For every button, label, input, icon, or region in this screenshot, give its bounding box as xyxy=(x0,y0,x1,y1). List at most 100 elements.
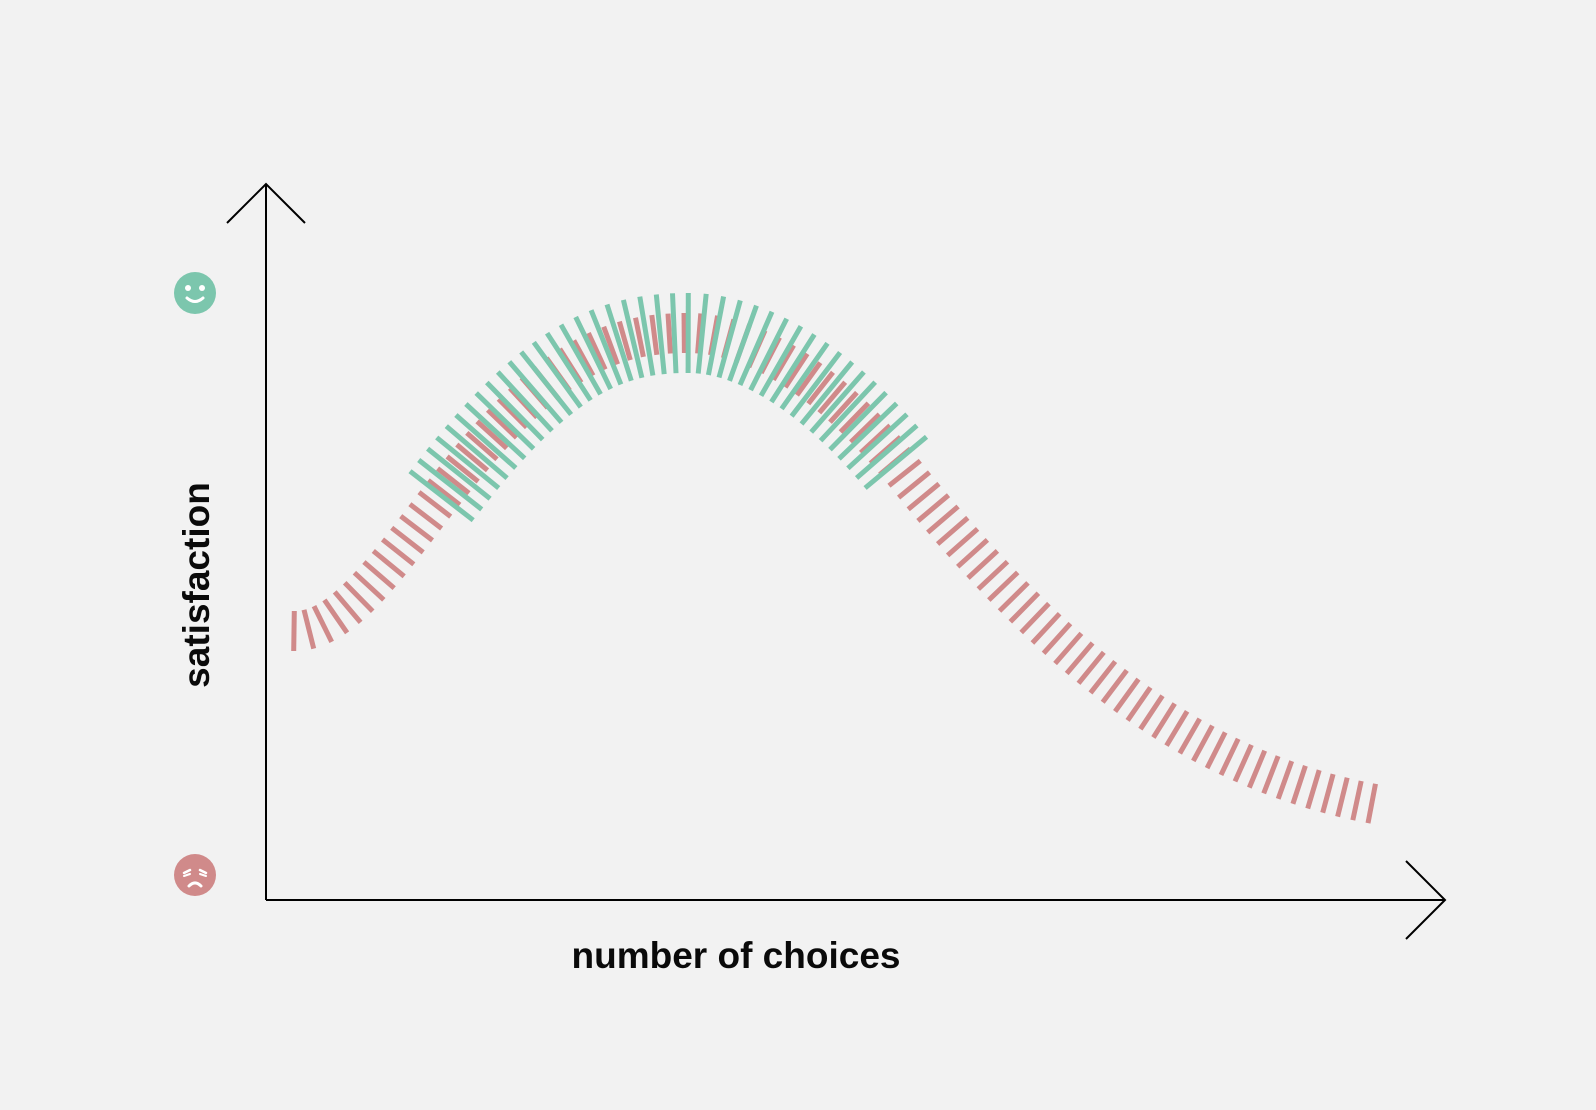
unhappy-ribbon-hatch-0 xyxy=(291,610,297,652)
unhappy-ribbon-hatch-16 xyxy=(445,454,480,484)
happy-face-icon xyxy=(174,272,216,314)
happy-ribbon-hatch-25 xyxy=(716,299,743,379)
unhappy-ribbon-hatch-62 xyxy=(987,570,1020,602)
happy-ribbon-hatch-20 xyxy=(653,294,667,375)
happy-ribbon-hatch-39 xyxy=(854,423,919,480)
happy-ribbon-hatch-36 xyxy=(828,390,888,452)
happy-ribbon-hatch-17 xyxy=(604,303,634,382)
unhappy-ribbon-hatch-55 xyxy=(916,493,951,523)
happy-ribbon-hatch-9 xyxy=(495,370,554,433)
unhappy-ribbon-hatch-83 xyxy=(1246,749,1268,789)
unhappy-ribbon-hatch-35 xyxy=(695,313,704,354)
happy-ribbon-hatch-21 xyxy=(670,293,679,374)
unhappy-ribbon-hatch-46 xyxy=(828,390,859,424)
happy-ribbon-hatch-11 xyxy=(519,350,574,417)
happy-ribbon-hatch-14 xyxy=(558,323,603,396)
unhappy-ribbon-hatch-69 xyxy=(1064,641,1095,676)
happy-ribbon-hatch-6 xyxy=(464,402,527,461)
happy-ribbon-hatch-40 xyxy=(863,434,929,490)
happy-ribbon-hatch-23 xyxy=(695,293,709,374)
happy-ribbon-hatch-18 xyxy=(620,299,645,379)
unhappy-ribbon-hatch-65 xyxy=(1019,601,1051,635)
unhappy-ribbon-hatch-87 xyxy=(1305,769,1322,810)
happy-ribbon-hatch-34 xyxy=(809,370,866,434)
unhappy-ribbon-hatch-42 xyxy=(783,352,810,389)
happy-ribbon-hatch-32 xyxy=(789,350,843,418)
unhappy-ribbon-hatch-13 xyxy=(417,490,453,519)
happy-ribbon-hatch-4 xyxy=(444,424,509,480)
happy-ribbon-hatch-5 xyxy=(454,413,518,470)
unhappy-ribbon-hatch-56 xyxy=(926,504,960,535)
unhappy-ribbon-hatch-64 xyxy=(1008,591,1041,624)
happy-ribbon-hatch-0 xyxy=(408,469,475,523)
unhappy-ribbon-hatch-11 xyxy=(399,514,435,543)
happy-ribbon-hatch-19 xyxy=(637,296,656,376)
unhappy-ribbon-hatch-45 xyxy=(817,380,848,415)
unhappy-ribbon-hatch-91 xyxy=(1365,783,1378,824)
unhappy-ribbon-hatch-80 xyxy=(1204,731,1228,770)
unhappy-ribbon-hatch-12 xyxy=(408,502,444,531)
y-axis-label: satisfaction xyxy=(176,482,217,688)
unhappy-ribbon-hatch-84 xyxy=(1261,755,1281,795)
unhappy-ribbon-hatch-86 xyxy=(1290,765,1308,805)
happy-ribbon-hatch-13 xyxy=(545,331,593,402)
happy-ribbon-hatch-16 xyxy=(588,309,624,386)
unhappy-ribbon-hatch-21 xyxy=(496,397,529,430)
x-axis-label: number of choices xyxy=(572,935,901,976)
unhappy-ribbon-hatch-8 xyxy=(371,548,406,579)
unhappy-ribbon-hatch-1 xyxy=(301,609,317,650)
unhappy-ribbon-hatch-15 xyxy=(436,466,471,496)
unhappy-ribbon-hatch-79 xyxy=(1191,724,1215,763)
unhappy-ribbon-hatch-27 xyxy=(571,339,596,377)
happy-ribbon-hatch-31 xyxy=(779,341,830,411)
unhappy-ribbon-hatch-78 xyxy=(1177,717,1202,755)
unhappy-ribbon-hatch-61 xyxy=(976,559,1010,591)
happy-ribbon-hatch-29 xyxy=(758,325,804,397)
happy-ribbon-hatch-12 xyxy=(531,340,583,409)
happy-ribbon-hatch-24 xyxy=(705,296,727,376)
unhappy-ribbon-hatch-59 xyxy=(956,538,990,569)
unhappy-ribbon-hatch-82 xyxy=(1232,743,1254,783)
unhappy-ribbon-hatch-33 xyxy=(665,313,673,354)
unhappy-ribbon-hatch-3 xyxy=(322,598,350,635)
unhappy-face-icon xyxy=(174,854,216,896)
happy-ribbon-hatch-2 xyxy=(426,446,492,501)
unhappy-ribbon-hatch-58 xyxy=(945,527,980,558)
happy-ribbon-hatch-3 xyxy=(435,435,501,491)
unhappy-ribbon-hatch-63 xyxy=(997,581,1030,613)
happy-ribbon-hatch-35 xyxy=(818,380,878,443)
unhappy-ribbon-hatch-29 xyxy=(601,325,620,366)
unhappy-ribbon-hatch-17 xyxy=(455,442,490,473)
axes xyxy=(226,182,1447,940)
unhappy-ribbon-hatch-85 xyxy=(1275,760,1295,800)
unhappy-ribbon-hatch-9 xyxy=(380,537,416,567)
unhappy-ribbon-hatch-71 xyxy=(1088,659,1118,695)
unhappy-ribbon-hatch-75 xyxy=(1138,694,1165,731)
unhappy-ribbon-hatch-67 xyxy=(1041,621,1073,655)
happy-ribbon-hatch-33 xyxy=(799,360,855,426)
happy-ribbon-hatch-37 xyxy=(837,401,899,461)
unhappy-ribbon-hatch-4 xyxy=(332,590,363,625)
unhappy-ribbon-hatch-47 xyxy=(838,401,871,434)
unhappy-ribbon-hatch-70 xyxy=(1076,650,1106,685)
unhappy-ribbon-hatch-57 xyxy=(935,515,970,546)
unhappy-ribbon-hatch-89 xyxy=(1335,777,1350,818)
happy-ribbon-hatch-38 xyxy=(846,412,909,471)
unhappy-ribbon-hatch-32 xyxy=(649,314,660,356)
happy-ribbon-hatch-7 xyxy=(474,391,536,451)
happy-ribbon-hatch-10 xyxy=(507,360,564,425)
unhappy-ribbon-hatch-48 xyxy=(849,412,882,444)
unhappy-ribbon-hatch-76 xyxy=(1151,702,1177,739)
unhappy-ribbon-hatch-20 xyxy=(485,408,519,440)
x-axis-arrowhead xyxy=(1405,860,1447,940)
unhappy-ribbon-hatch-6 xyxy=(352,570,386,602)
unhappy-ribbon-hatch-19 xyxy=(475,419,509,451)
happy-ribbon-hatch-27 xyxy=(737,310,775,387)
unhappy-ribbon-hatch-88 xyxy=(1320,773,1336,814)
unhappy-ribbon-hatch-31 xyxy=(633,317,646,358)
unhappy-ribbon-hatch-44 xyxy=(806,370,835,406)
unhappy-ribbon-hatch-5 xyxy=(342,580,375,614)
happy-ribbon-hatch-15 xyxy=(573,315,613,391)
happy-ribbon-hatch-1 xyxy=(417,458,484,512)
